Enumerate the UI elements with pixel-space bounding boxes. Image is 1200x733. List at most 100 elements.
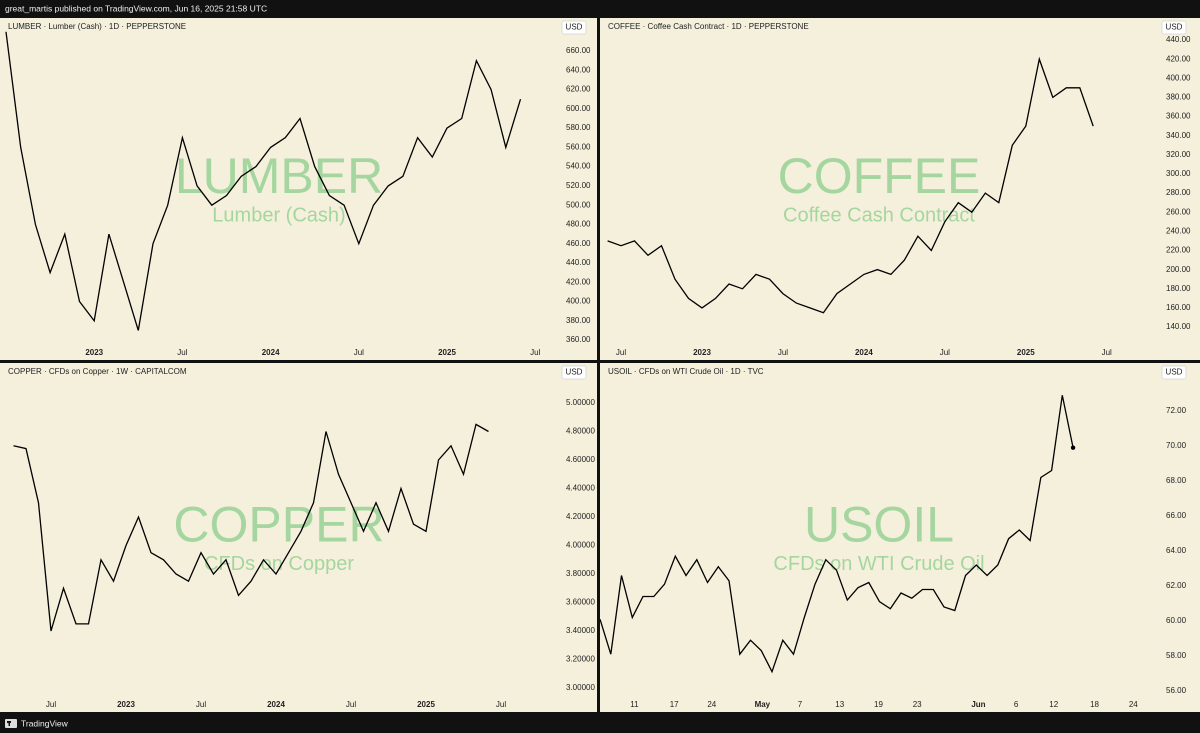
x-tick-label: Jul	[616, 348, 626, 357]
y-tick-label: 3.60000	[566, 598, 595, 607]
y-tick-label: 66.00	[1166, 511, 1187, 520]
y-tick-label: 340.00	[1166, 131, 1191, 140]
y-tick-label: 560.00	[566, 142, 591, 151]
y-tick-label: 520.00	[566, 181, 591, 190]
x-tick-label: Jul	[940, 348, 950, 357]
y-tick-label: 260.00	[1166, 207, 1191, 216]
x-tick-label: 19	[874, 700, 883, 709]
x-tick-label: 2025	[417, 700, 435, 709]
watermark-subtitle: Lumber (Cash)	[212, 204, 345, 226]
x-tick-label: Jul	[778, 348, 788, 357]
x-tick-label: 2023	[117, 700, 135, 709]
price-line	[600, 395, 1074, 674]
publish-info: great_martis published on TradingView.co…	[5, 3, 267, 13]
x-tick-label: Jul	[177, 348, 187, 357]
y-tick-label: 4.60000	[566, 455, 595, 464]
y-tick-label: 420.00	[1166, 54, 1191, 63]
y-tick-label: 300.00	[1166, 169, 1191, 178]
x-tick-label: May	[755, 700, 771, 709]
last-point	[1070, 445, 1076, 450]
x-tick-label: 2025	[1017, 348, 1035, 357]
x-tick-label: Jul	[530, 348, 540, 357]
y-tick-label: 3.20000	[566, 655, 595, 664]
y-tick-label: 56.00	[1166, 686, 1187, 695]
watermark: COPPER	[173, 497, 384, 553]
y-tick-label: 540.00	[566, 162, 591, 171]
y-tick-label: 400.00	[1166, 73, 1191, 82]
y-tick-label: 220.00	[1166, 246, 1191, 255]
x-tick-label: 24	[1129, 700, 1138, 709]
currency: USD	[1166, 23, 1183, 32]
y-tick-label: 68.00	[1166, 476, 1187, 485]
y-tick-label: 60.00	[1166, 616, 1187, 625]
currency-box	[561, 20, 587, 35]
y-tick-label: 4.80000	[566, 427, 595, 436]
x-tick-label: 2024	[267, 700, 285, 709]
y-tick-label: 440.00	[1166, 35, 1191, 44]
watermark-subtitle: CFDs on WTI Crude Oil	[773, 553, 984, 575]
y-tick-label: 200.00	[1166, 265, 1191, 274]
y-tick-label: 70.00	[1166, 441, 1187, 450]
x-tick-label: 2024	[855, 348, 873, 357]
y-tick-label: 5.00000	[566, 398, 595, 407]
price-line	[13, 423, 489, 632]
y-tick-label: 3.80000	[566, 569, 595, 578]
y-tick-label: 660.00	[566, 46, 591, 55]
y-tick-label: 400.00	[566, 297, 591, 306]
y-tick-label: 580.00	[566, 123, 591, 132]
brand: TradingView	[21, 718, 69, 728]
x-tick-label: 7	[798, 700, 803, 709]
y-tick-label: 360.00	[566, 335, 591, 344]
y-tick-label: 420.00	[566, 277, 591, 286]
y-tick-label: 440.00	[566, 258, 591, 267]
y-tick-label: 4.20000	[566, 512, 595, 521]
currency: USD	[1166, 368, 1183, 377]
x-tick-label: 2024	[262, 348, 280, 357]
y-tick-label: 360.00	[1166, 112, 1191, 121]
watermark: USOIL	[804, 497, 954, 553]
x-tick-label: Jun	[971, 700, 985, 709]
x-tick-label: 2023	[693, 348, 711, 357]
y-tick-label: 72.00	[1166, 406, 1187, 415]
currency-box	[1161, 365, 1187, 380]
y-tick-label: 320.00	[1166, 150, 1191, 159]
y-tick-label: 460.00	[566, 239, 591, 248]
currency: USD	[566, 23, 583, 32]
symbol-info: USOIL · CFDs on WTI Crude Oil · 1D · TVC	[608, 367, 764, 376]
symbol-info: COFFEE · Coffee Cash Contract · 1D · PEP…	[608, 22, 809, 31]
x-tick-label: Jul	[496, 700, 506, 709]
y-tick-label: 3.00000	[566, 683, 595, 692]
x-tick-label: 17	[670, 700, 679, 709]
y-tick-label: 62.00	[1166, 581, 1187, 590]
panel	[600, 18, 1200, 360]
y-tick-label: 64.00	[1166, 546, 1187, 555]
x-tick-label: Jul	[46, 700, 56, 709]
panel	[0, 363, 597, 712]
y-tick-label: 240.00	[1166, 226, 1191, 235]
y-tick-label: 600.00	[566, 104, 591, 113]
x-tick-label: 24	[707, 700, 716, 709]
y-tick-label: 160.00	[1166, 303, 1191, 312]
y-tick-label: 3.40000	[566, 626, 595, 635]
watermark: COFFEE	[778, 148, 981, 204]
x-tick-label: 13	[835, 700, 844, 709]
y-tick-label: 640.00	[566, 65, 591, 74]
y-tick-label: 380.00	[566, 316, 591, 325]
watermark-subtitle: CFDs on Copper	[204, 553, 354, 575]
x-tick-label: 12	[1049, 700, 1058, 709]
footer-logo	[5, 719, 17, 728]
symbol-info: LUMBER · Lumber (Cash) · 1D · PEPPERSTON…	[8, 22, 186, 31]
x-tick-label: Jul	[354, 348, 364, 357]
y-tick-label: 180.00	[1166, 284, 1191, 293]
watermark-subtitle: Coffee Cash Contract	[783, 204, 975, 226]
x-tick-label: 11	[630, 700, 639, 709]
y-tick-label: 620.00	[566, 85, 591, 94]
x-tick-label: 2023	[85, 348, 103, 357]
x-tick-label: Jul	[346, 700, 356, 709]
x-tick-label: 23	[913, 700, 922, 709]
y-tick-label: 280.00	[1166, 188, 1191, 197]
currency: USD	[566, 368, 583, 377]
panel	[0, 18, 597, 360]
watermark: LUMBER	[175, 148, 383, 204]
